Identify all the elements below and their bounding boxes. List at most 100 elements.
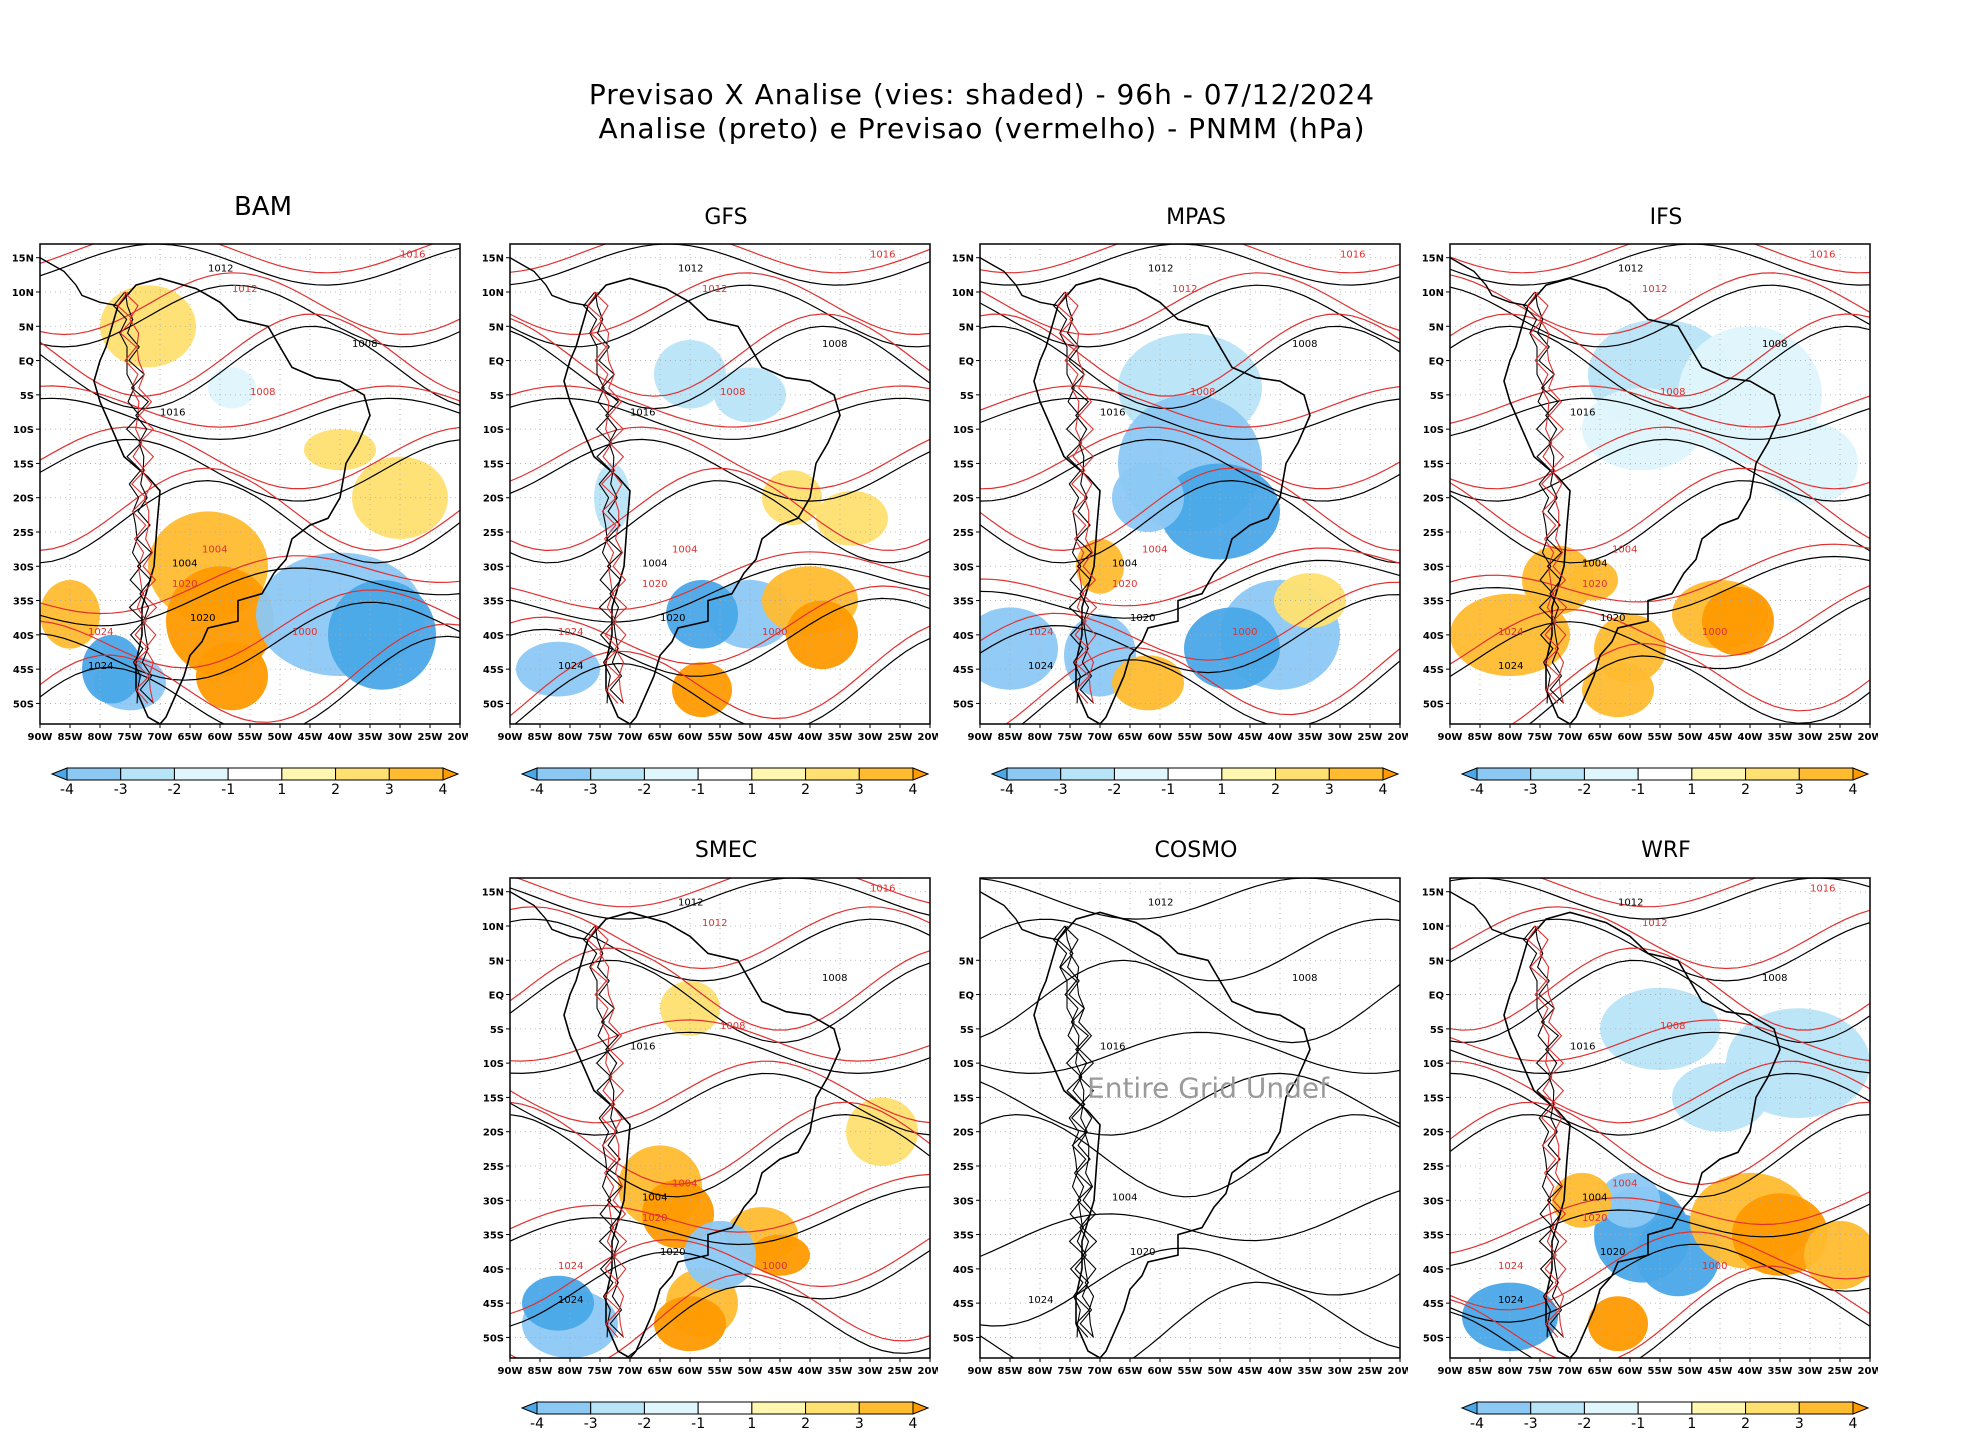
isobar-line [1450,597,1870,678]
lon-tick-label: 40W [798,732,823,743]
colorbar-label: -2 [1577,782,1591,798]
lon-tick-label: 25W [1358,1366,1383,1377]
lat-tick-label: 50S [953,699,974,710]
map-panel-smec: 1012 1016 1008 1004 1020 1024 1016 1012 1008 1004… [478,870,938,1390]
isobar-label-forecast: 1008 [250,387,275,398]
lon-tick-label: 70W [1088,1366,1113,1377]
isobar-line [510,1019,930,1062]
andes-contours [116,291,150,704]
isobar-label-forecast: 1004 [1612,1179,1637,1190]
lon-tick-label: 45W [768,1366,793,1377]
lon-tick-label: 30W [388,732,413,743]
colorbar-label: -4 [1000,782,1014,798]
colorbar-mpas: -4 -3 -2 -1 1 2 3 4 [988,764,1408,804]
undef-message: Entire Grid Undef [1087,1071,1330,1104]
isobar-line [1450,959,1870,1044]
colorbar-segment [697,767,753,781]
isobar-line [1450,467,1870,552]
isobar-line [40,325,460,409]
lon-tick-label: 65W [178,732,203,743]
colorbar-segment [697,1401,753,1415]
lat-tick-label: 10S [953,1059,974,1070]
central-america-coastline [980,890,1059,941]
lat-tick-label: 5S [1430,1025,1444,1036]
isobar-label-forecast: 1024 [88,627,113,638]
isobar-label-forecast: 1008 [1660,1021,1685,1032]
isobar-label-analysis: 1016 [1570,1041,1595,1052]
colorbar-gfs: -4 -3 -2 -1 1 2 3 4 [518,764,938,804]
lon-tick-label: 35W [828,1366,853,1377]
lon-tick-label: 70W [1558,1366,1583,1377]
colorbar-label: 2 [1271,782,1280,798]
lon-tick-label: 35W [358,732,383,743]
isobar-label-analysis: 1016 [630,407,655,418]
bias-shading [328,580,436,690]
andes-contours [112,291,145,704]
colorbar-segment [1583,767,1639,781]
lon-tick-label: 45W [1708,1366,1733,1377]
lon-tick-label: 85W [528,1366,553,1377]
lat-tick-label: 15N [1422,888,1444,899]
lat-tick-label: EQ [1429,991,1444,1002]
lat-tick-label: 50S [1423,699,1444,710]
isobar-label-forecast: 1024 [1498,627,1523,638]
lon-tick-label: 75W [1058,732,1083,743]
lat-tick-label: 35S [1423,597,1444,608]
lat-tick-label: 50S [483,1333,504,1344]
colorbar-label: -2 [637,1416,651,1432]
lat-tick-label: 45S [483,665,504,676]
lon-tick-label: 55W [1178,732,1203,743]
lon-tick-label: 65W [1118,1366,1143,1377]
isobar-label-analysis: 1024 [1028,1295,1053,1306]
isobar-line [1450,1265,1870,1358]
isobar-label-forecast: 1016 [1810,884,1835,895]
lon-tick-label: 40W [798,1366,823,1377]
colorbar-segment [1328,767,1384,781]
colorbar-label: 3 [855,782,864,798]
colorbar-segment [1798,767,1854,781]
isobar-label-analysis: 1008 [352,339,377,350]
andes-contours [1522,291,1555,704]
isobar-label-forecast: 1016 [1340,250,1365,261]
isobar-line [40,313,460,397]
lat-tick-label: 15S [953,459,974,470]
isobar-label-forecast: 1024 [1498,1261,1523,1272]
isobar-line [40,467,460,552]
isobar-line [1021,659,1400,724]
lat-tick-label: 15S [1423,1093,1444,1104]
colorbar-arrow-low [520,767,538,781]
isobar-label-analysis: 1020 [1130,613,1155,624]
colorbar-arrow-high [442,767,460,781]
isobar-label-analysis: 1024 [1028,661,1053,672]
lat-tick-label: 30S [953,1196,974,1207]
lat-tick-label: 45S [953,1299,974,1310]
isobar-label-analysis: 1008 [1292,973,1317,984]
isobar-line [980,244,1400,274]
lon-tick-label: 20W [918,732,938,743]
lat-tick-label: 45S [953,665,974,676]
colorbar-segment [805,767,860,781]
isobar-line [1450,426,1870,490]
isobar-line [980,325,1400,409]
isobar-line [40,244,435,274]
isobar-line [510,325,930,410]
lat-tick-label: EQ [959,991,974,1002]
isobar-line [1450,325,1870,410]
colorbar-label: 2 [1741,782,1750,798]
isobar-line [980,1072,1400,1136]
colorbar-segment [388,767,444,781]
lon-tick-label: 55W [1178,1366,1203,1377]
isobar-label-analysis: 1024 [558,661,583,672]
lat-tick-label: 40S [483,631,504,642]
lon-tick-label: 65W [1118,732,1143,743]
isobar-label-analysis: 1012 [1618,897,1643,908]
lat-tick-label: 40S [953,631,974,642]
isobar-line [980,878,1400,920]
isobar-line [510,480,930,564]
andes-contours [582,291,615,704]
isobar-line [510,1101,930,1186]
colorbar-label: -1 [1631,1416,1645,1432]
colorbar-label: -4 [530,782,544,798]
central-america-coastline [1450,256,1529,307]
colorbar-segment [1530,767,1585,781]
